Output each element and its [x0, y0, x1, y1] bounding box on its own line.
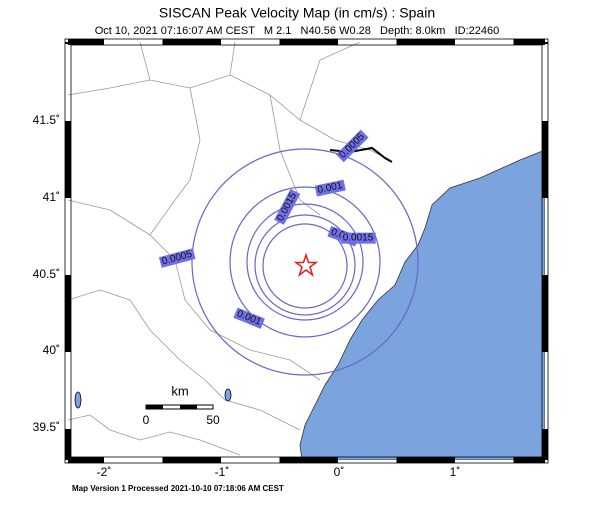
- contour: [229, 186, 381, 338]
- contour-label-box: [335, 129, 369, 163]
- contour: [262, 223, 348, 309]
- river: [139, 42, 361, 121]
- scale-unit: km: [171, 383, 188, 398]
- lat-label: 41.5˚: [33, 113, 60, 127]
- map-layers: [68, 42, 545, 460]
- lat-label: 39.5˚: [33, 420, 60, 434]
- scale-bar: km 0 50: [143, 383, 220, 427]
- contour-label-text: 0.001: [317, 180, 344, 196]
- lat-label: 40˚: [43, 343, 60, 357]
- river: [68, 414, 241, 456]
- river: [68, 289, 301, 431]
- contour-label-box: [340, 232, 376, 244]
- frame-inline: [70, 44, 543, 458]
- lake: [224, 388, 232, 402]
- subtitle: Oct 10, 2021 07:16:07 AM CEST M 2.1 N40.…: [95, 25, 500, 37]
- contour-label-box: [274, 188, 301, 225]
- contour: [246, 203, 364, 321]
- lon-label: -2˚: [97, 465, 112, 479]
- scale-end: 50: [206, 413, 220, 427]
- contour-label-text: 0.0015: [343, 233, 374, 244]
- contour-label-box: [233, 307, 265, 329]
- scale-segment: [146, 405, 163, 409]
- title: SISCAN Peak Velocity Map (in cm/s) : Spa…: [159, 5, 435, 21]
- footer: Map Version 1 Processed 2021-10-10 07:18…: [72, 484, 284, 493]
- epicenter: [293, 252, 319, 278]
- lat-label: 41˚: [43, 190, 60, 204]
- contour-label: 0.0015: [340, 232, 376, 244]
- scale-segment: [180, 405, 197, 409]
- lon-label: 0˚: [334, 465, 345, 479]
- river: [149, 87, 321, 236]
- contour-label: 0.001: [314, 179, 346, 197]
- contour: [254, 214, 356, 316]
- lon-label: -1˚: [215, 465, 230, 479]
- scale-start: 0: [143, 413, 150, 427]
- contour-label-box: [314, 179, 346, 197]
- contour-label-box: [158, 248, 196, 268]
- lon-label: 1˚: [450, 465, 461, 479]
- river: [68, 199, 321, 381]
- lat-label: 40.5˚: [33, 267, 60, 281]
- contour: [191, 148, 419, 376]
- lake: [74, 391, 82, 409]
- frame-outline: [64, 38, 549, 464]
- sea: [299, 149, 545, 460]
